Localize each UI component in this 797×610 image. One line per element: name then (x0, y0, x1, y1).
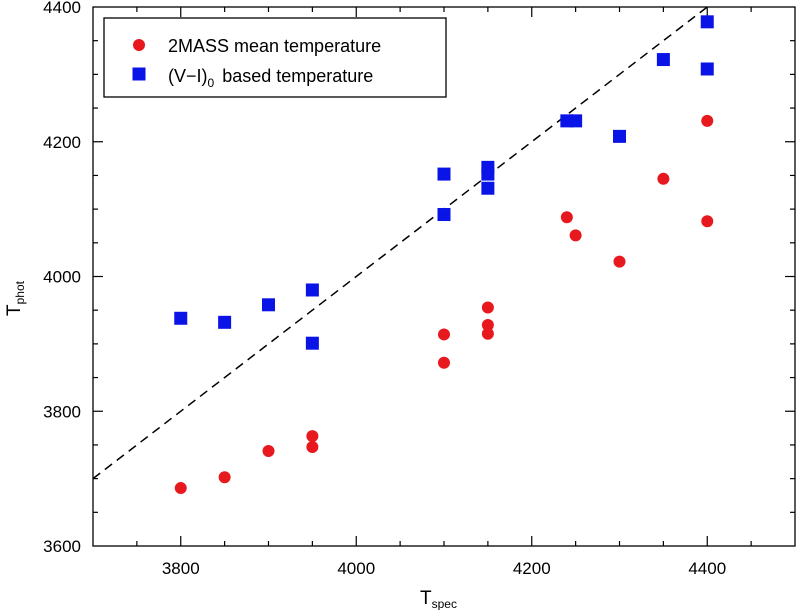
y-tick-label: 4200 (43, 133, 81, 152)
legend-label-vi-sub: 0 (208, 76, 215, 90)
x-tick-label: 4200 (513, 559, 551, 578)
x-axis-label: Tspec (420, 588, 457, 610)
x-axis-label-main: T (420, 588, 432, 609)
data-point-vi (305, 336, 319, 350)
data-point-vi (305, 283, 319, 297)
legend-label-vi-main: (V−I) (168, 66, 208, 86)
y-axis-label-main: T (4, 304, 25, 316)
data-point-2mass (306, 430, 319, 443)
legend-box (103, 17, 447, 98)
data-point-vi (218, 315, 232, 329)
x-axis-label-sub: spec (432, 597, 457, 610)
data-point-2mass (481, 319, 494, 332)
data-point-vi (481, 160, 495, 174)
y-tick-label: 3600 (43, 537, 81, 556)
y-axis-label: Tphot (4, 280, 27, 316)
x-tick-label: 4000 (337, 559, 375, 578)
y-tick-label: 4400 (43, 0, 81, 17)
data-point-2mass (262, 445, 275, 458)
legend-label-vi-suffix: based temperature (222, 66, 373, 86)
data-point-2mass (218, 471, 231, 484)
legend-label-2mass: 2MASS mean temperature (168, 36, 381, 56)
data-point-vi (437, 167, 451, 181)
legend-marker-vi (132, 67, 146, 81)
y-tick-label: 4000 (43, 268, 81, 287)
data-point-2mass (701, 114, 714, 127)
data-point-vi (700, 62, 714, 76)
reference-line (92, 6, 708, 480)
legend: 2MASS mean temperature (V−I)0 based tempe… (103, 17, 447, 98)
data-point-2mass (306, 440, 319, 453)
data-point-2mass (481, 301, 494, 314)
data-point-2mass (657, 172, 670, 185)
y-axis-label-sub: phot (13, 280, 27, 304)
data-point-vi (656, 53, 670, 67)
legend-marker-2mass (133, 39, 145, 51)
data-point-vi (481, 181, 495, 195)
data-point-2mass (569, 229, 582, 242)
legend-label-vi: (V−I)0 based temperature (168, 66, 373, 90)
data-point-2mass (481, 327, 494, 340)
x-tick-label: 3800 (162, 559, 200, 578)
x-tick-label: 4400 (688, 559, 726, 578)
y-axis: 3600 3800 4000 4200 4400 (43, 0, 795, 556)
data-point-vi (700, 15, 714, 29)
x-axis: 3800 4000 4200 4400 (136, 7, 752, 578)
data-point-vi (569, 114, 583, 128)
data-point-2mass (174, 482, 187, 495)
data-point-vi (437, 208, 451, 222)
data-point-2mass (438, 356, 450, 369)
data-point-2mass (613, 255, 626, 268)
series-2mass (174, 114, 714, 495)
data-point-vi (613, 129, 626, 143)
data-point-2mass (701, 215, 714, 228)
data-point-vi (262, 298, 275, 312)
data-point-vi (174, 311, 188, 325)
data-point-2mass (438, 328, 450, 341)
data-point-2mass (560, 211, 573, 224)
y-tick-label: 3800 (43, 402, 81, 421)
series-vi (174, 15, 714, 350)
